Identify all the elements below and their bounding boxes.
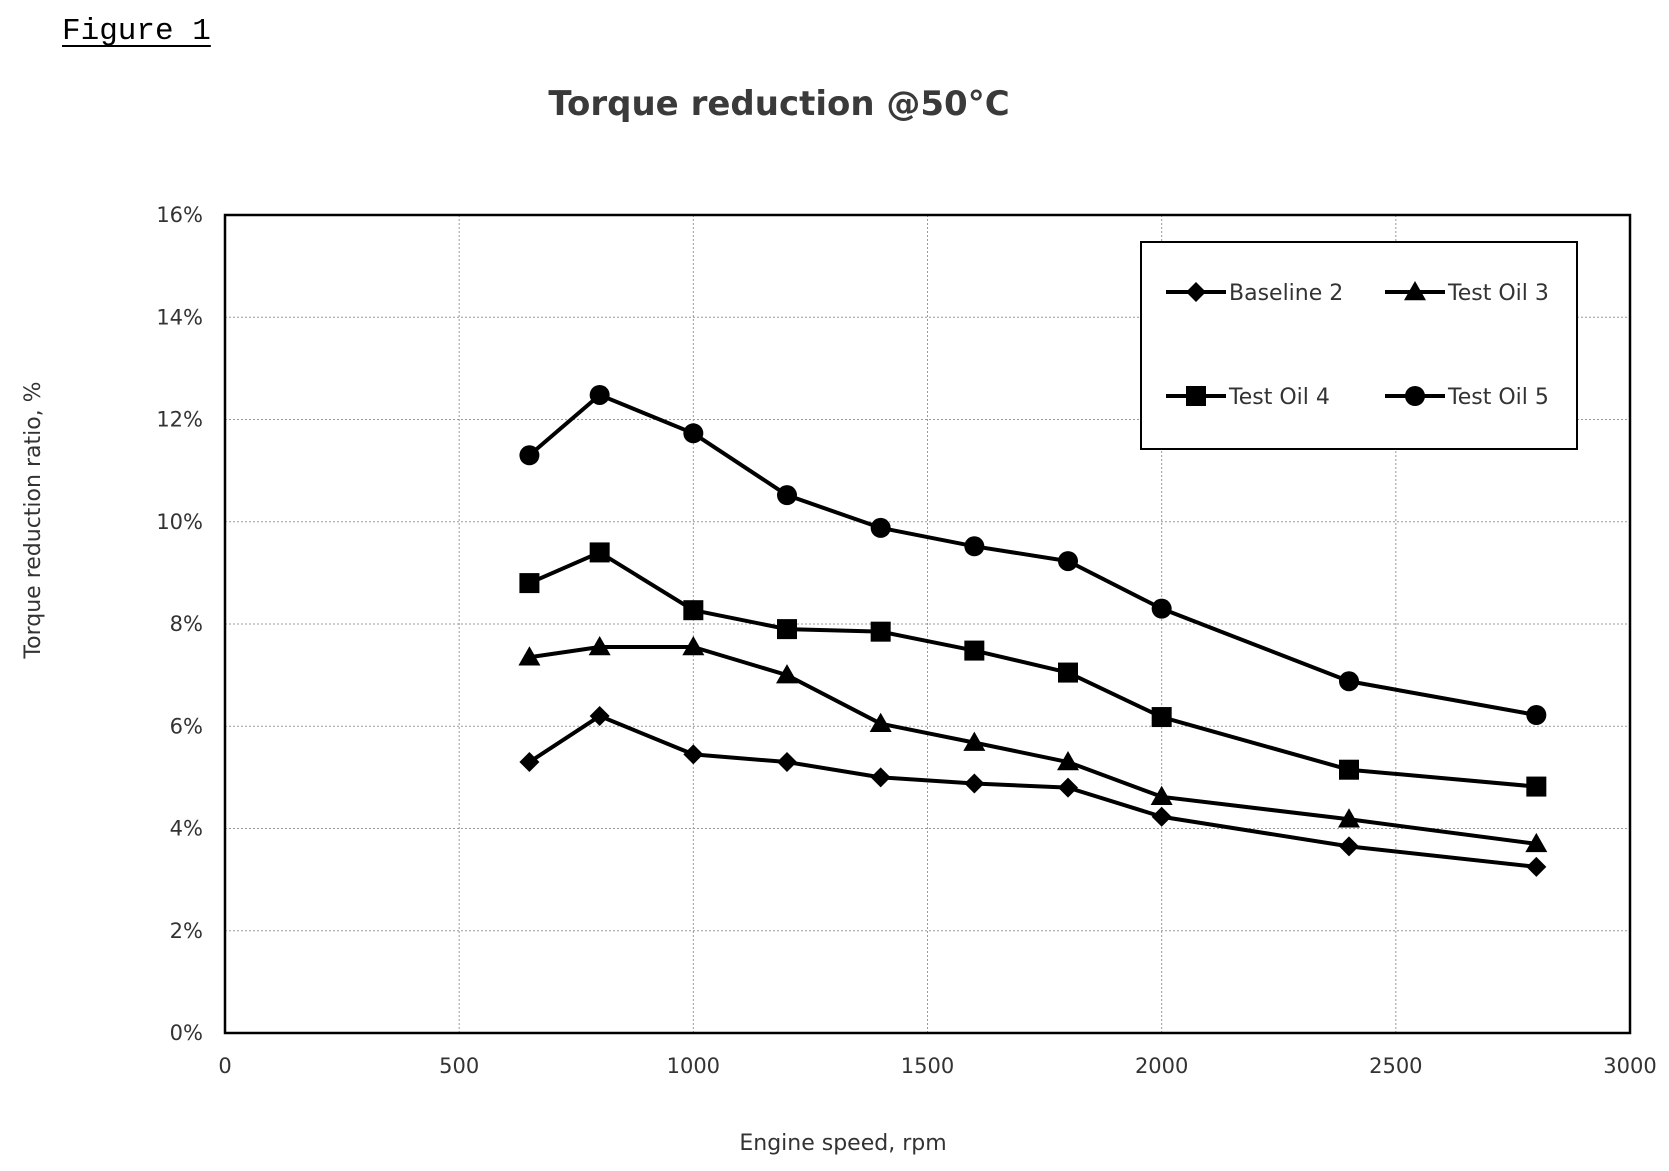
data-point: [683, 744, 704, 765]
y-tick-label: 14%: [156, 305, 203, 329]
data-point: [777, 619, 797, 640]
data-point: [869, 712, 892, 732]
data-point: [1151, 806, 1172, 827]
data-point: [964, 536, 985, 557]
series-line: [529, 645, 1537, 846]
data-point: [777, 752, 797, 773]
data-point: [964, 773, 985, 794]
legend-label: Test Oil 5: [1447, 385, 1549, 410]
x-tick-label: 2000: [1135, 1054, 1188, 1078]
legend-box: [1140, 241, 1578, 450]
y-tick-label: 10%: [156, 510, 203, 534]
data-point: [1526, 705, 1547, 726]
legend-label: Test Oil 3: [1447, 281, 1549, 306]
data-point: [1057, 751, 1079, 771]
legend-entry: Test Oil 3: [1385, 281, 1549, 306]
legend-marker: [1186, 282, 1206, 302]
legend-entry: Baseline 2: [1166, 281, 1343, 306]
data-point: [1525, 832, 1548, 853]
x-tick-label: 2500: [1369, 1054, 1422, 1078]
legend-marker: [1186, 386, 1206, 406]
data-point: [518, 646, 541, 666]
x-tick-label: 0: [218, 1054, 231, 1078]
data-point: [589, 384, 610, 405]
y-tick-label: 6%: [170, 714, 203, 738]
legend-marker: [1404, 281, 1426, 301]
data-point: [870, 517, 891, 538]
data-point: [589, 706, 610, 727]
data-point: [683, 600, 704, 621]
data-point: [964, 640, 985, 661]
series-test-oil-3: [518, 636, 1548, 853]
data-point: [1339, 836, 1359, 857]
legend-marker: [1405, 386, 1425, 406]
legend: Baseline 2 Test Oil 3 Test Oil 4 Test Oil 5: [1140, 241, 1578, 450]
y-tick-label: 8%: [170, 612, 203, 636]
data-point: [589, 542, 610, 563]
data-point: [1526, 776, 1547, 797]
data-point: [777, 485, 797, 506]
series-line: [528, 550, 1537, 789]
x-tick-label: 3000: [1603, 1054, 1656, 1078]
legend-entry: Test Oil 4: [1166, 385, 1330, 410]
y-tick-label: 16%: [156, 203, 203, 227]
y-tick-label: 4%: [170, 817, 203, 841]
y-tick-label: 2%: [170, 919, 203, 943]
series-test-oil-4: [519, 542, 1547, 797]
data-point: [1150, 785, 1173, 806]
plot-area-frame: [223, 213, 1632, 1035]
data-point: [519, 445, 540, 466]
data-point: [1058, 551, 1078, 572]
data-point: [1151, 598, 1172, 619]
legend-label: Test Oil 4: [1228, 385, 1330, 410]
data-point: [1339, 759, 1359, 780]
data-point: [1338, 808, 1360, 828]
data-point: [1526, 856, 1547, 877]
x-tick-label: 1500: [901, 1054, 954, 1078]
data-point: [519, 573, 540, 594]
series-baseline-2: [519, 706, 1547, 877]
data-point: [1058, 777, 1078, 798]
data-point: [682, 636, 705, 656]
data-point: [1058, 662, 1078, 683]
series-line: [528, 714, 1537, 869]
data-point: [588, 636, 611, 656]
axis-ticks: 0% 2% 4% 6% 8% 10% 12% 14% 16% 0 500 1000 1500 2000 25…: [156, 203, 1656, 1078]
x-tick-label: 1000: [667, 1054, 720, 1078]
legend-label: Baseline 2: [1229, 281, 1343, 306]
series-test-oil-5: [519, 384, 1547, 726]
series-group: [518, 384, 1548, 877]
data-point: [683, 423, 704, 444]
series-line: [528, 392, 1537, 717]
data-point: [1339, 671, 1359, 692]
data-point: [1151, 707, 1172, 728]
legend-entry: Test Oil 5: [1385, 385, 1549, 410]
chart-title: Torque reduction @50°C: [548, 84, 1009, 124]
y-tick-label: 0%: [170, 1021, 203, 1045]
x-tick-label: 500: [439, 1054, 479, 1078]
figure-label: Figure 1: [62, 14, 211, 49]
y-tick-label: 12%: [156, 408, 203, 432]
data-point: [519, 752, 540, 773]
y-axis-label: Torque reduction ratio, %: [21, 381, 46, 659]
data-point: [776, 664, 798, 684]
data-point: [870, 767, 891, 788]
data-point: [870, 621, 891, 642]
x-axis-label: Engine speed, rpm: [739, 1131, 946, 1156]
data-point: [963, 731, 986, 751]
